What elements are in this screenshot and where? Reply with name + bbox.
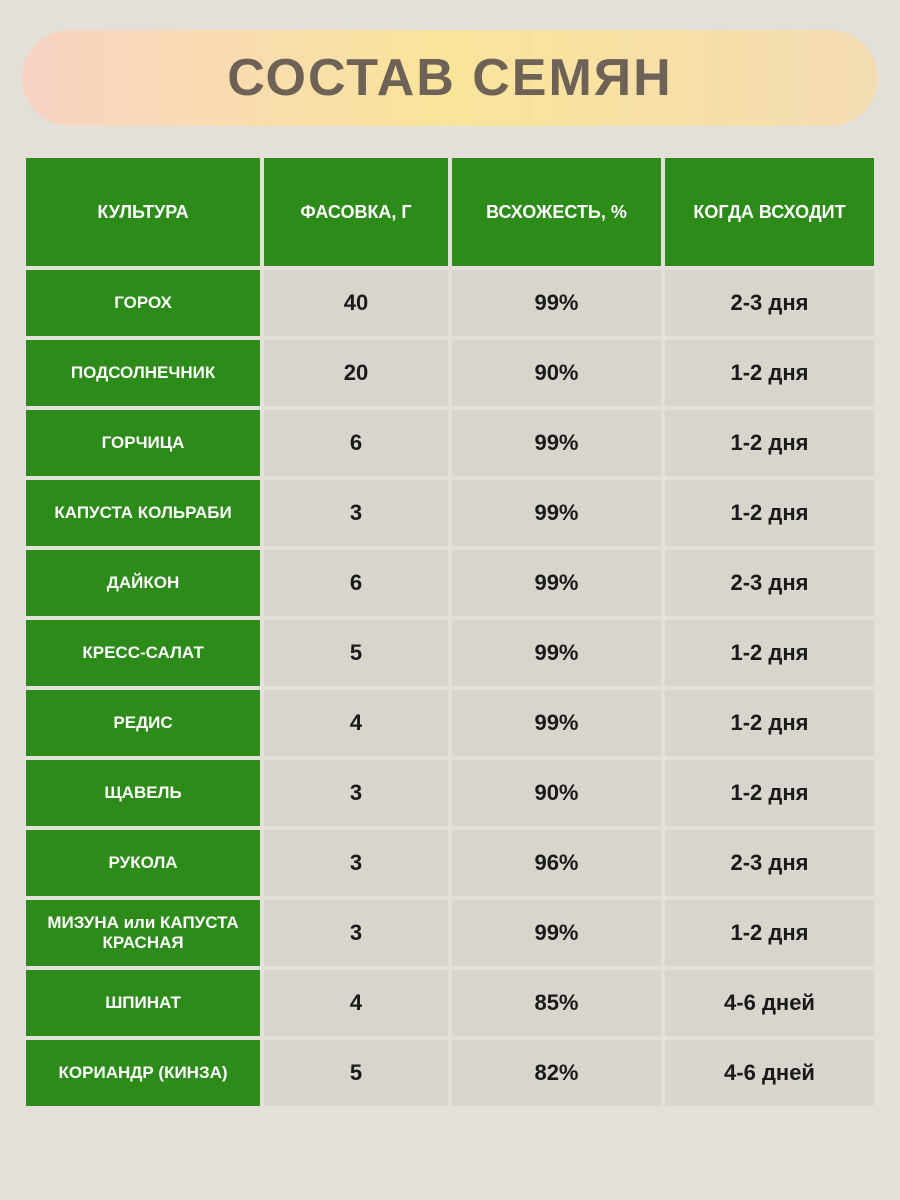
germination-cell: 99% bbox=[452, 550, 661, 616]
when-cell: 1-2 дня bbox=[665, 690, 874, 756]
table-row: МИЗУНА или КАПУСТА КРАСНАЯ399%1-2 дня bbox=[26, 900, 874, 966]
table-row: РЕДИС499%1-2 дня bbox=[26, 690, 874, 756]
col-header-germination: ВСХОЖЕСТЬ, % bbox=[452, 158, 661, 266]
germination-cell: 99% bbox=[452, 620, 661, 686]
when-cell: 1-2 дня bbox=[665, 760, 874, 826]
packaging-cell: 6 bbox=[264, 550, 448, 616]
page-title: СОСТАВ СЕМЯН bbox=[227, 48, 672, 108]
table-row: КОРИАНДР (КИНЗА)582%4-6 дней bbox=[26, 1040, 874, 1106]
culture-cell: МИЗУНА или КАПУСТА КРАСНАЯ bbox=[26, 900, 260, 966]
when-cell: 1-2 дня bbox=[665, 480, 874, 546]
packaging-cell: 5 bbox=[264, 1040, 448, 1106]
title-banner: СОСТАВ СЕМЯН bbox=[22, 30, 878, 126]
germination-cell: 96% bbox=[452, 830, 661, 896]
page-root: СОСТАВ СЕМЯН КУЛЬТУРА ФАСОВКА, Г ВСХОЖЕС… bbox=[0, 0, 900, 1200]
col-header-packaging: ФАСОВКА, Г bbox=[264, 158, 448, 266]
culture-cell: ГОРОХ bbox=[26, 270, 260, 336]
seed-table-wrap: КУЛЬТУРА ФАСОВКА, Г ВСХОЖЕСТЬ, % КОГДА В… bbox=[22, 154, 878, 1110]
table-body: ГОРОХ4099%2-3 дняПОДСОЛНЕЧНИК2090%1-2 дн… bbox=[26, 270, 874, 1106]
culture-cell: ДАЙКОН bbox=[26, 550, 260, 616]
germination-cell: 99% bbox=[452, 690, 661, 756]
when-cell: 1-2 дня bbox=[665, 410, 874, 476]
packaging-cell: 3 bbox=[264, 830, 448, 896]
packaging-cell: 6 bbox=[264, 410, 448, 476]
table-row: ГОРОХ4099%2-3 дня bbox=[26, 270, 874, 336]
packaging-cell: 40 bbox=[264, 270, 448, 336]
culture-cell: ШПИНАТ bbox=[26, 970, 260, 1036]
germination-cell: 99% bbox=[452, 900, 661, 966]
culture-cell: КОРИАНДР (КИНЗА) bbox=[26, 1040, 260, 1106]
table-row: ГОРЧИЦА699%1-2 дня bbox=[26, 410, 874, 476]
table-row: КАПУСТА КОЛЬРАБИ399%1-2 дня bbox=[26, 480, 874, 546]
culture-cell: ЩАВЕЛЬ bbox=[26, 760, 260, 826]
when-cell: 1-2 дня bbox=[665, 620, 874, 686]
when-cell: 2-3 дня bbox=[665, 830, 874, 896]
packaging-cell: 3 bbox=[264, 900, 448, 966]
table-row: ШПИНАТ485%4-6 дней bbox=[26, 970, 874, 1036]
culture-cell: КРЕСС-САЛАТ bbox=[26, 620, 260, 686]
culture-cell: РЕДИС bbox=[26, 690, 260, 756]
germination-cell: 99% bbox=[452, 270, 661, 336]
when-cell: 1-2 дня bbox=[665, 900, 874, 966]
table-row: КРЕСС-САЛАТ599%1-2 дня bbox=[26, 620, 874, 686]
table-row: РУКОЛА396%2-3 дня bbox=[26, 830, 874, 896]
packaging-cell: 20 bbox=[264, 340, 448, 406]
table-row: ДАЙКОН699%2-3 дня bbox=[26, 550, 874, 616]
culture-cell: ГОРЧИЦА bbox=[26, 410, 260, 476]
when-cell: 4-6 дней bbox=[665, 1040, 874, 1106]
when-cell: 2-3 дня bbox=[665, 270, 874, 336]
packaging-cell: 3 bbox=[264, 480, 448, 546]
germination-cell: 82% bbox=[452, 1040, 661, 1106]
germination-cell: 90% bbox=[452, 760, 661, 826]
culture-cell: КАПУСТА КОЛЬРАБИ bbox=[26, 480, 260, 546]
packaging-cell: 4 bbox=[264, 690, 448, 756]
packaging-cell: 3 bbox=[264, 760, 448, 826]
germination-cell: 99% bbox=[452, 480, 661, 546]
table-row: ЩАВЕЛЬ390%1-2 дня bbox=[26, 760, 874, 826]
col-header-culture: КУЛЬТУРА bbox=[26, 158, 260, 266]
when-cell: 2-3 дня bbox=[665, 550, 874, 616]
germination-cell: 99% bbox=[452, 410, 661, 476]
table-head: КУЛЬТУРА ФАСОВКА, Г ВСХОЖЕСТЬ, % КОГДА В… bbox=[26, 158, 874, 266]
germination-cell: 90% bbox=[452, 340, 661, 406]
packaging-cell: 5 bbox=[264, 620, 448, 686]
col-header-when: КОГДА ВСХОДИТ bbox=[665, 158, 874, 266]
seed-composition-table: КУЛЬТУРА ФАСОВКА, Г ВСХОЖЕСТЬ, % КОГДА В… bbox=[22, 154, 878, 1110]
culture-cell: РУКОЛА bbox=[26, 830, 260, 896]
packaging-cell: 4 bbox=[264, 970, 448, 1036]
table-header-row: КУЛЬТУРА ФАСОВКА, Г ВСХОЖЕСТЬ, % КОГДА В… bbox=[26, 158, 874, 266]
when-cell: 4-6 дней bbox=[665, 970, 874, 1036]
table-row: ПОДСОЛНЕЧНИК2090%1-2 дня bbox=[26, 340, 874, 406]
culture-cell: ПОДСОЛНЕЧНИК bbox=[26, 340, 260, 406]
germination-cell: 85% bbox=[452, 970, 661, 1036]
when-cell: 1-2 дня bbox=[665, 340, 874, 406]
